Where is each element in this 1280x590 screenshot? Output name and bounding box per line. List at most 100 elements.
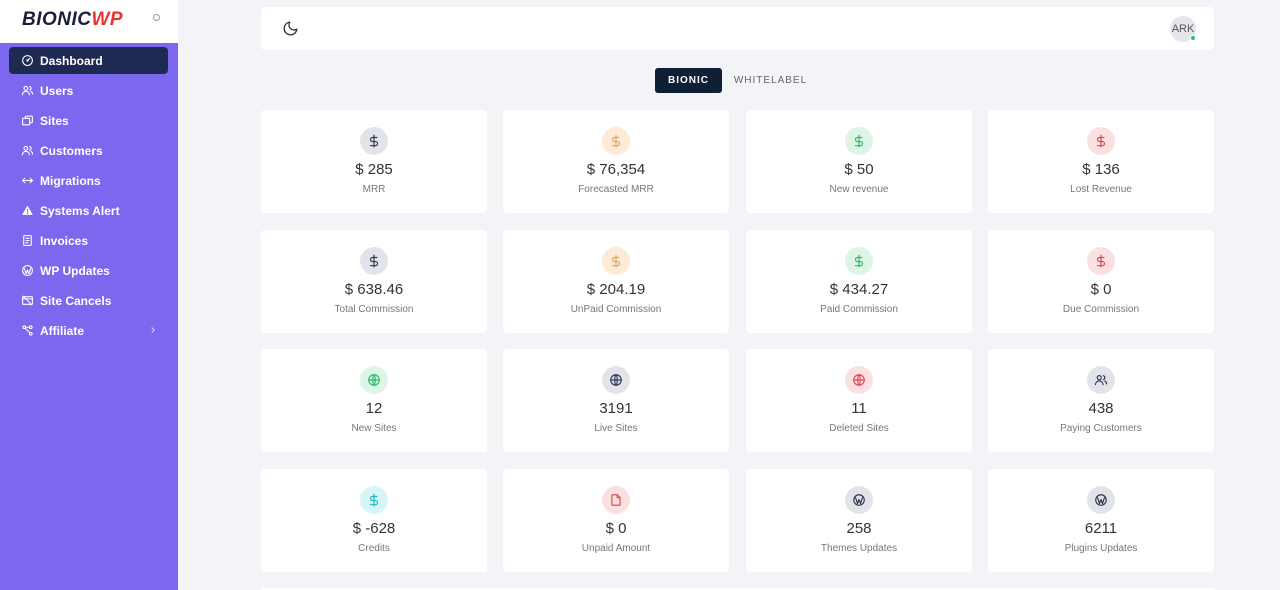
brand-logo-part1: BIONIC [22,9,92,30]
tab-whitelabel[interactable]: WHITELABEL [733,75,808,86]
stat-label: Themes Updates [820,543,898,554]
chevron-right-icon [151,327,155,333]
stat-value: 438 [1088,400,1114,417]
globe-icon [602,366,630,394]
sidebar-item-migrations[interactable]: Migrations [9,167,168,194]
stat-card-live-sites: 3191 Live Sites [503,349,729,452]
sidebar-item-users[interactable]: Users [9,77,168,104]
sidebar-item-systems-alert[interactable]: Systems Alert [9,197,168,224]
stat-label: Live Sites [594,423,638,434]
dashboard-icon [21,54,34,67]
sidebar-item-site-cancels[interactable]: Site Cancels [9,287,168,314]
stat-label: Deleted Sites [829,423,889,434]
stat-card-themes-updates: 258 Themes Updates [746,469,972,572]
stat-value: $ 0 [605,520,627,537]
stat-card-plugins-updates: 6211 Plugins Updates [988,469,1214,572]
affiliate-icon [21,324,34,337]
sidebar: BIONICWP Dashboard Users Sites Customers Mig… [0,0,178,590]
stat-value: $ 285 [355,161,393,178]
stat-label: New revenue [829,184,889,195]
avatar[interactable]: ARK [1170,16,1196,42]
stat-label: Total Commission [334,304,414,315]
stat-label: Due Commission [1062,304,1140,315]
dollar-icon [602,127,630,155]
file-icon [602,486,630,514]
wordpress-icon [845,486,873,514]
arrows-icon [21,174,34,187]
dollar-icon [845,127,873,155]
registered-mark-icon [153,14,160,21]
stat-card-credits: $ -628 Credits [261,469,487,572]
sidebar-item-invoices[interactable]: Invoices [9,227,168,254]
avatar-initials: ARK [1171,23,1195,35]
stat-card-total-commission: $ 638.46 Total Commission [261,230,487,333]
stat-value: $ 50 [844,161,874,178]
stat-card-unpaid-amount: $ 0 Unpaid Amount [503,469,729,572]
stat-card-paid-commission: $ 434.27 Paid Commission [746,230,972,333]
users-icon [1087,366,1115,394]
stat-label: Lost Revenue [1070,184,1132,195]
customers-icon [21,144,34,157]
site-cancel-icon [21,294,34,307]
stat-card-new-sites: 12 New Sites [261,349,487,452]
sidebar-nav: Dashboard Users Sites Customers Migrations Sy… [9,47,168,347]
online-status-dot [1190,35,1196,41]
stat-card-paying-customers: 438 Paying Customers [988,349,1214,452]
sidebar-item-label: Sites [40,113,69,128]
stat-card-unpaid-commission: $ 204.19 UnPaid Commission [503,230,729,333]
view-tabs: BIONIC WHITELABEL [655,68,819,93]
dollar-icon [1087,247,1115,275]
stat-value: $ 136 [1082,161,1120,178]
stat-label: MRR [362,184,386,195]
stat-label: Paid Commission [820,304,898,315]
stat-label: Unpaid Amount [581,543,651,554]
stat-value: 6211 [1084,520,1118,537]
stat-card-due-commission: $ 0 Due Commission [988,230,1214,333]
dollar-icon [1087,127,1115,155]
tab-bionic[interactable]: BIONIC [655,68,722,93]
sites-icon [21,114,34,127]
moon-icon[interactable] [282,20,299,37]
sidebar-item-sites[interactable]: Sites [9,107,168,134]
brand-logo-part2: WP [91,9,124,30]
top-bar: ARK [261,7,1214,50]
wordpress-icon [1087,486,1115,514]
stat-card-deleted-sites: 11 Deleted Sites [746,349,972,452]
stat-value: $ 0 [1090,281,1112,298]
dollar-icon [845,247,873,275]
invoice-icon [21,234,34,247]
stat-label: New Sites [351,423,397,434]
stat-value: $ -628 [352,520,396,537]
sidebar-item-label: Users [40,83,74,98]
warning-icon [21,204,34,217]
sidebar-item-dashboard[interactable]: Dashboard [9,47,168,74]
sidebar-item-label: Invoices [40,233,89,248]
stat-value: $ 638.46 [344,281,404,298]
globe-icon [360,366,388,394]
dollar-icon [360,247,388,275]
sidebar-item-customers[interactable]: Customers [9,137,168,164]
next-section-edge [261,588,1214,590]
stat-card-new-revenue: $ 50 New revenue [746,110,972,213]
sidebar-item-label: Affiliate [40,323,85,338]
logo-area: BIONICWP [0,0,178,43]
sidebar-item-affiliate[interactable]: Affiliate [9,317,168,344]
sidebar-item-label: Migrations [40,173,101,188]
brand-logo[interactable]: BIONICWP [22,9,123,31]
sidebar-item-wp-updates[interactable]: WP Updates [9,257,168,284]
stat-label: Paying Customers [1060,423,1142,434]
stat-value: 11 [851,400,867,417]
stat-label: Plugins Updates [1064,543,1138,554]
stat-card-lost-revenue: $ 136 Lost Revenue [988,110,1214,213]
sidebar-item-label: WP Updates [40,263,110,278]
sidebar-item-label: Systems Alert [40,203,120,218]
stat-label: Credits [358,543,390,554]
stat-value: $ 204.19 [586,281,646,298]
wordpress-icon [21,264,34,277]
users-icon [21,84,34,97]
dollar-icon [602,247,630,275]
stat-label: Forecasted MRR [578,184,654,195]
globe-icon [845,366,873,394]
sidebar-item-label: Customers [40,143,103,158]
sidebar-item-label: Site Cancels [40,293,112,308]
